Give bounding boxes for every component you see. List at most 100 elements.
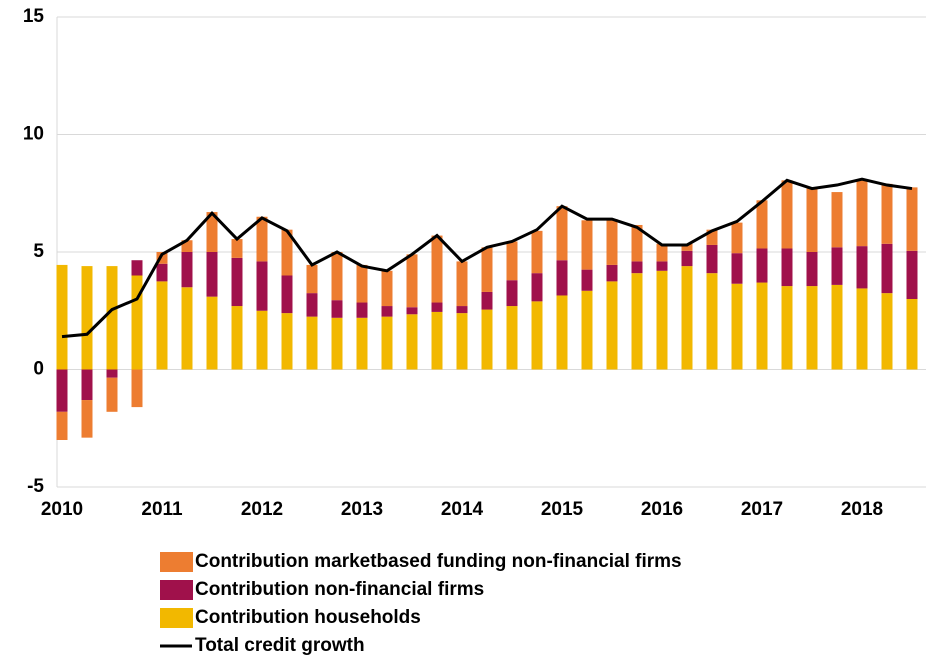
bar xyxy=(606,219,618,265)
bar xyxy=(731,283,743,370)
bar xyxy=(531,301,543,370)
x-tick-label: 2014 xyxy=(441,499,484,520)
bar xyxy=(306,316,318,370)
x-tick-label: 2018 xyxy=(841,499,883,520)
bar xyxy=(206,212,218,252)
bar xyxy=(906,250,918,299)
y-tick-label: 15 xyxy=(23,6,45,27)
bar xyxy=(481,309,493,370)
bar xyxy=(331,317,343,370)
bar xyxy=(56,411,68,440)
bar xyxy=(556,260,568,296)
bar xyxy=(506,306,518,370)
bar xyxy=(806,252,818,287)
y-tick-label: -5 xyxy=(27,476,44,497)
bar xyxy=(481,247,493,292)
bar xyxy=(656,243,668,262)
bar xyxy=(881,293,893,370)
bar xyxy=(731,253,743,284)
bar xyxy=(681,250,693,267)
bar xyxy=(256,216,268,262)
bar xyxy=(431,311,443,370)
bar xyxy=(106,377,118,412)
bar xyxy=(381,270,393,307)
bar xyxy=(156,263,168,282)
bar xyxy=(581,269,593,291)
bar xyxy=(781,180,793,249)
bar xyxy=(656,270,668,370)
bar xyxy=(356,264,368,303)
bar xyxy=(406,254,418,308)
bar xyxy=(431,302,443,312)
bar xyxy=(306,264,318,294)
bar xyxy=(381,316,393,370)
bar xyxy=(581,290,593,370)
x-tick-label: 2015 xyxy=(541,499,584,520)
bar xyxy=(856,179,868,247)
bar xyxy=(856,246,868,289)
bar xyxy=(381,306,393,317)
bar xyxy=(206,252,218,297)
bar xyxy=(306,293,318,317)
x-tick-label: 2011 xyxy=(141,499,183,520)
bar xyxy=(156,281,168,370)
bar xyxy=(556,206,568,261)
bar xyxy=(256,261,268,311)
bar xyxy=(656,261,668,271)
bar xyxy=(631,273,643,370)
bar xyxy=(231,306,243,370)
bar xyxy=(81,369,93,401)
legend-swatch xyxy=(160,552,193,572)
x-tick-label: 2012 xyxy=(241,499,283,520)
bar xyxy=(131,369,143,408)
y-tick-label: 0 xyxy=(33,359,44,380)
bar xyxy=(81,266,93,370)
bar xyxy=(181,252,193,288)
bar xyxy=(906,299,918,370)
bar xyxy=(56,369,68,412)
bar xyxy=(806,188,818,252)
x-tick-label: 2013 xyxy=(341,499,383,520)
bar xyxy=(631,224,643,262)
line xyxy=(61,177,913,339)
bar xyxy=(706,244,718,274)
bar xyxy=(681,266,693,370)
bar xyxy=(56,264,68,370)
legend-label: Contribution households xyxy=(195,607,421,628)
bar xyxy=(206,296,218,370)
bar xyxy=(581,220,593,270)
bar xyxy=(106,266,118,370)
x-tick-label: 2017 xyxy=(741,499,783,520)
bar xyxy=(406,307,418,315)
bar xyxy=(356,302,368,318)
bar xyxy=(731,222,743,254)
bar xyxy=(456,261,468,307)
bar xyxy=(281,275,293,314)
bar xyxy=(681,243,693,251)
x-tick-label: 2010 xyxy=(41,499,83,520)
bar xyxy=(181,287,193,370)
bar xyxy=(781,248,793,287)
bar xyxy=(331,300,343,318)
bar xyxy=(131,275,143,370)
bar xyxy=(706,229,718,245)
y-tick-label: 5 xyxy=(33,241,44,262)
bar xyxy=(356,317,368,370)
bar xyxy=(706,273,718,370)
bar xyxy=(906,187,918,251)
x-tick-label: 2016 xyxy=(641,499,683,520)
bar xyxy=(531,273,543,302)
bar xyxy=(756,248,768,283)
legend-label: Total credit growth xyxy=(195,635,365,656)
bar xyxy=(231,257,243,307)
bar xyxy=(606,264,618,282)
bar xyxy=(506,280,518,307)
bar xyxy=(231,239,243,258)
bar xyxy=(831,247,843,285)
bar xyxy=(506,241,518,281)
y-tick-label: 10 xyxy=(23,124,44,145)
bar xyxy=(831,192,843,248)
bar xyxy=(156,252,168,264)
bar xyxy=(181,240,193,252)
